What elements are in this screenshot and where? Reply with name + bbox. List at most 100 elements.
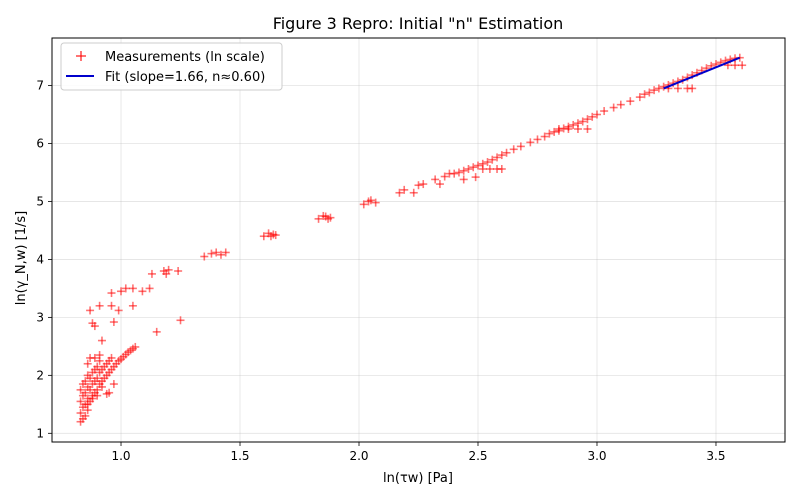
measurement-point: [200, 252, 209, 261]
data-layer: [76, 53, 747, 426]
y-tick-label: 4: [36, 252, 44, 266]
measurement-point: [550, 127, 559, 136]
x-tick-label: 3.0: [587, 449, 606, 463]
measurement-point: [95, 301, 104, 310]
measurement-point: [216, 250, 225, 259]
measurement-point: [176, 316, 185, 325]
measurement-point: [138, 287, 147, 296]
measurement-point: [117, 287, 126, 296]
measurement-point: [90, 353, 99, 362]
measurement-point: [86, 374, 95, 383]
measurement-point: [616, 100, 625, 109]
measurement-point: [400, 185, 409, 194]
tick-layer: 1.0 1.5 2.0 2.5 3.0 3.5 1 2 3 4 5 6 7: [36, 79, 725, 463]
chart-title: Figure 3 Repro: Initial "n" Estimation: [273, 14, 564, 33]
measurement-point: [409, 188, 418, 197]
measurement-point: [78, 414, 87, 423]
legend-label-measurements: Measurements (ln scale): [105, 50, 265, 65]
measurement-point: [673, 84, 682, 93]
y-tick-label: 7: [36, 79, 44, 93]
measurement-point: [90, 322, 99, 331]
x-tick-label: 3.5: [706, 449, 725, 463]
measurement-point: [488, 155, 497, 164]
measurement-point: [88, 394, 97, 403]
measurement-point: [583, 125, 592, 134]
measurement-point: [592, 110, 601, 119]
measurement-point: [212, 248, 221, 257]
y-tick-label: 5: [36, 194, 44, 208]
measurement-point: [83, 400, 92, 409]
measurement-point: [95, 351, 104, 360]
x-axis-label: ln(τw) [Pa]: [383, 471, 453, 486]
measurement-point: [109, 318, 118, 327]
y-axis-label: ln(γ_N,w) [1/s]: [14, 211, 29, 305]
measurement-point: [502, 148, 511, 157]
measurement-point: [645, 88, 654, 97]
measurement-point: [459, 166, 468, 175]
measurement-point: [359, 200, 368, 209]
legend-label-fit: Fit (slope=1.66, n≈0.60): [105, 70, 265, 85]
measurement-point: [81, 377, 90, 386]
measurement-point: [174, 267, 183, 276]
measurement-point: [97, 382, 106, 391]
measurement-point: [626, 97, 635, 106]
measurement-point: [395, 188, 404, 197]
measurement-point: [454, 168, 463, 177]
measurement-point: [121, 284, 130, 293]
measurement-point: [366, 196, 375, 205]
measurement-point: [654, 84, 663, 93]
measurement-point: [102, 389, 111, 398]
measurement-point: [509, 145, 518, 154]
measurement-point: [107, 301, 116, 310]
legend: Measurements (ln scale) Fit (slope=1.66,…: [60, 42, 283, 91]
y-tick-label: 2: [36, 368, 44, 382]
measurement-point: [469, 163, 478, 172]
measurement-point: [93, 374, 102, 383]
measurement-point: [600, 107, 609, 116]
measurement-point: [97, 336, 106, 345]
measurement-point: [435, 180, 444, 189]
measurement-point: [583, 115, 592, 124]
measurement-point: [83, 359, 92, 368]
measurement-point: [554, 125, 563, 134]
measurement-point: [76, 397, 85, 406]
grid-layer: [52, 38, 785, 442]
legend-box: [60, 42, 283, 91]
measurement-point: [114, 306, 123, 315]
measurement-point: [109, 380, 118, 389]
measurement-point: [473, 161, 482, 170]
measurement-point: [147, 269, 156, 278]
measurement-point: [131, 342, 140, 351]
measurement-point: [497, 151, 506, 160]
measurement-point: [493, 153, 502, 162]
measurement-point: [128, 301, 137, 310]
measurement-point: [483, 158, 492, 167]
measurement-point: [459, 175, 468, 184]
measurement-point: [738, 61, 747, 70]
measurement-point: [564, 125, 573, 134]
legend-marker-measurements: [76, 51, 86, 61]
plot-frame: [51, 37, 786, 443]
measurement-point: [259, 232, 268, 241]
measurement-point: [221, 248, 230, 257]
measurement-point: [128, 284, 137, 293]
measurement-point: [93, 362, 102, 371]
measurement-point: [440, 172, 449, 181]
measurement-point: [419, 180, 428, 189]
measurement-point: [450, 169, 459, 178]
measurement-point: [545, 129, 554, 138]
fit-line: [663, 56, 741, 90]
measurement-point: [497, 164, 506, 173]
measurement-point: [164, 265, 173, 274]
measurement-point: [533, 135, 542, 144]
measurement-point: [573, 125, 582, 134]
measurement-point: [86, 385, 95, 394]
measurement-point: [326, 213, 335, 222]
measurement-point: [578, 117, 587, 126]
measurement-point: [81, 388, 90, 397]
measurement-point: [569, 120, 578, 129]
y-tick-label: 3: [36, 310, 44, 324]
x-tick-label: 1.5: [230, 449, 249, 463]
